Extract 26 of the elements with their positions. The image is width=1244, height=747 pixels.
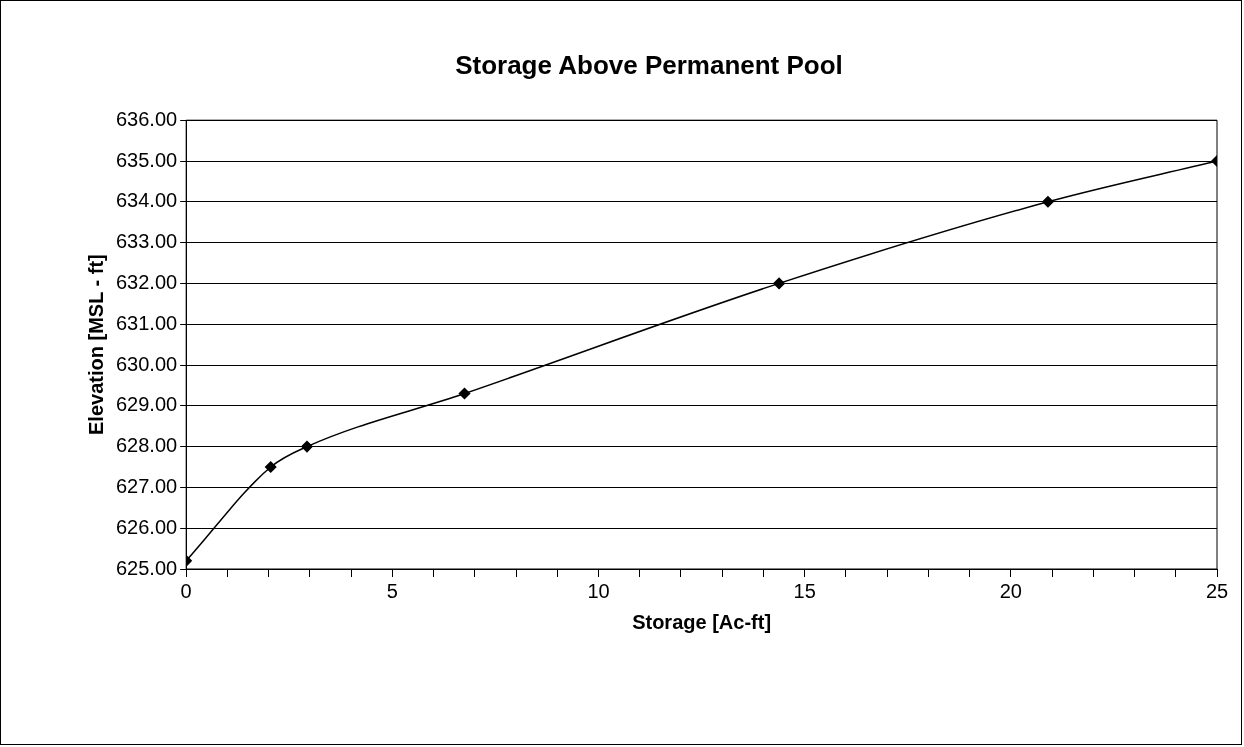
x-tick-label: 5 bbox=[386, 579, 398, 602]
y-tick-label: 634.00 bbox=[116, 189, 178, 212]
x-tick-label: 0 bbox=[180, 579, 192, 602]
y-axis-title: Elevation [MSL - ft] bbox=[84, 254, 107, 435]
x-tick-label: 25 bbox=[1205, 579, 1229, 602]
y-tick-label: 625.00 bbox=[116, 556, 178, 579]
y-tick-label: 633.00 bbox=[116, 230, 178, 253]
point bbox=[458, 387, 471, 400]
x-tick-label: 10 bbox=[587, 579, 610, 602]
y-tick-label: 630.00 bbox=[116, 352, 178, 375]
y-tick-label: 628.00 bbox=[116, 434, 178, 457]
y-tick-label: 632.00 bbox=[116, 270, 178, 293]
point bbox=[1042, 196, 1054, 208]
y-tick-label: 636.00 bbox=[116, 107, 178, 130]
point bbox=[773, 277, 785, 290]
y-tick-label: 631.00 bbox=[116, 311, 178, 334]
y-tick-label: 629.00 bbox=[116, 393, 178, 416]
y-tick-label: 635.00 bbox=[116, 148, 178, 171]
y-tick-label: 626.00 bbox=[116, 515, 178, 538]
x-tick-label: 15 bbox=[793, 579, 816, 602]
x-tick-label: 20 bbox=[999, 579, 1022, 602]
y-tick-label: 627.00 bbox=[116, 474, 178, 497]
x-axis-title: Storage [Ac-ft] bbox=[632, 610, 772, 633]
point bbox=[264, 461, 277, 473]
chart-title: Storage Above Permanent Pool bbox=[455, 49, 843, 80]
point bbox=[301, 440, 313, 453]
